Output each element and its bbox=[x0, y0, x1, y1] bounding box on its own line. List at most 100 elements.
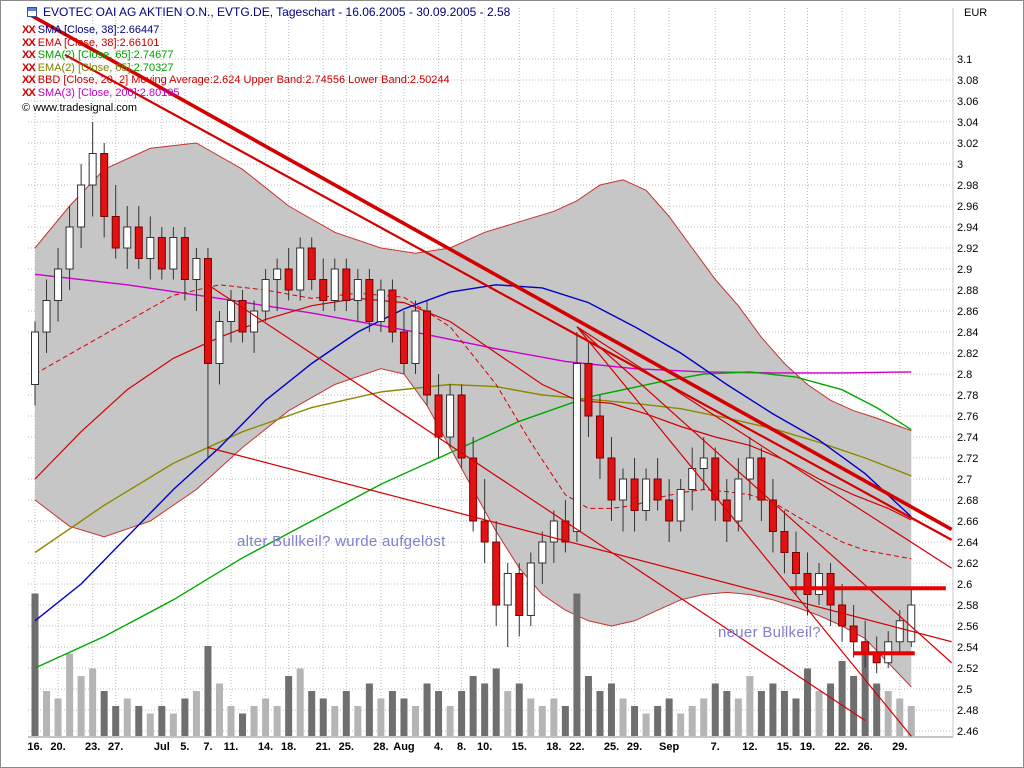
svg-text:10.: 10. bbox=[477, 741, 492, 753]
legend-value: 2.66101 bbox=[119, 36, 160, 49]
plot-area[interactable] bbox=[29, 13, 953, 737]
legend-remove-icon[interactable]: XX bbox=[22, 24, 36, 36]
svg-text:2.78: 2.78 bbox=[957, 390, 978, 402]
svg-text:2.68: 2.68 bbox=[957, 495, 978, 507]
svg-text:15.: 15. bbox=[777, 741, 792, 753]
svg-text:3.06: 3.06 bbox=[957, 96, 978, 108]
svg-text:2.72: 2.72 bbox=[957, 453, 978, 465]
trendline[interactable] bbox=[207, 446, 952, 643]
svg-text:20.: 20. bbox=[50, 741, 65, 753]
svg-text:2.84: 2.84 bbox=[957, 327, 978, 339]
svg-text:2.64: 2.64 bbox=[957, 537, 978, 549]
svg-text:2.54: 2.54 bbox=[957, 642, 978, 654]
chart-title: EVOTEC OAI AG AKTIEN O.N., EVTG.DE, Tage… bbox=[43, 5, 511, 19]
overlay-line bbox=[34, 371, 912, 669]
svg-text:2.46: 2.46 bbox=[957, 726, 978, 738]
svg-text:29.: 29. bbox=[892, 741, 907, 753]
legend-label: EMA [Close, 38]: bbox=[37, 36, 120, 49]
axis-labels: 3.1 3.08 3.06 3.04 3.02 3 2.98 2.96 2.94 2.92 2.9 2… bbox=[27, 8, 978, 753]
svg-text:27.: 27. bbox=[108, 741, 123, 753]
svg-text:2.82: 2.82 bbox=[957, 348, 978, 360]
svg-text:3.02: 3.02 bbox=[957, 138, 978, 150]
svg-text:2.62: 2.62 bbox=[957, 558, 978, 570]
svg-text:2.96: 2.96 bbox=[957, 201, 978, 213]
svg-text:2.66: 2.66 bbox=[957, 516, 978, 528]
svg-text:2.88: 2.88 bbox=[957, 285, 978, 297]
svg-text:2.7: 2.7 bbox=[957, 474, 972, 486]
overlay-line bbox=[34, 383, 912, 554]
svg-text:15.: 15. bbox=[512, 741, 527, 753]
legend-remove-icon[interactable]: XX bbox=[22, 74, 36, 86]
svg-text:2.6: 2.6 bbox=[957, 579, 972, 591]
svg-text:2.58: 2.58 bbox=[957, 600, 978, 612]
svg-text:18.: 18. bbox=[281, 741, 296, 753]
svg-text:16.: 16. bbox=[27, 741, 42, 753]
overlay-line bbox=[34, 284, 912, 622]
svg-text:3: 3 bbox=[957, 159, 963, 171]
legend-item[interactable]: XX BBD [Close, 20, 2] Moving Average:2.62… bbox=[22, 74, 450, 87]
svg-text:3.08: 3.08 bbox=[957, 75, 978, 87]
trendline[interactable] bbox=[29, 13, 953, 531]
trendline[interactable] bbox=[64, 53, 953, 541]
svg-text:2.9: 2.9 bbox=[957, 264, 972, 276]
volume-bars bbox=[31, 593, 915, 736]
svg-text:Sep: Sep bbox=[659, 741, 679, 753]
svg-text:2.92: 2.92 bbox=[957, 243, 978, 255]
svg-text:2.56: 2.56 bbox=[957, 621, 978, 633]
svg-text:26.: 26. bbox=[858, 741, 873, 753]
legend-item[interactable]: XX EMA [Close, 38]:2.66101 bbox=[22, 37, 450, 50]
legend-label: SMA(2) [Close, 65]: bbox=[37, 49, 134, 61]
legend-value: 2.80195 bbox=[139, 86, 180, 99]
svg-text:2.76: 2.76 bbox=[957, 411, 978, 423]
svg-text:21.: 21. bbox=[316, 741, 331, 753]
legend-item[interactable]: XX EMA(2) [Close, 65]:2.70327 bbox=[22, 62, 450, 75]
copyright-label: © www.tradesignal.com bbox=[22, 102, 138, 114]
svg-text:Jul: Jul bbox=[154, 741, 170, 753]
svg-text:2.8: 2.8 bbox=[957, 369, 972, 381]
trendline[interactable] bbox=[576, 326, 952, 569]
svg-text:2.98: 2.98 bbox=[957, 180, 978, 192]
trendline[interactable] bbox=[207, 284, 866, 722]
legend-label: SMA [Close, 38]: bbox=[37, 24, 120, 36]
svg-text:28.: 28. bbox=[373, 741, 388, 753]
legend-remove-icon[interactable]: XX bbox=[22, 36, 36, 49]
svg-text:12.: 12. bbox=[742, 741, 757, 753]
svg-text:19.: 19. bbox=[800, 741, 815, 753]
svg-text:3.04: 3.04 bbox=[957, 117, 978, 129]
svg-text:2.5: 2.5 bbox=[957, 684, 972, 696]
legend-label: SMA(3) [Close, 200]: bbox=[37, 86, 140, 99]
legend-item[interactable]: XX SMA(2) [Close, 65]:2.74677 bbox=[22, 49, 450, 62]
svg-text:14.: 14. bbox=[258, 741, 273, 753]
legend-item[interactable]: XX SMA(3) [Close, 200]:2.80195 bbox=[22, 87, 450, 100]
annotation-text[interactable]: neuer Bullkeil? bbox=[718, 624, 821, 641]
legend-rows: XX SMA [Close, 38]:2.66447 XX EMA [Close, 3… bbox=[22, 24, 450, 99]
svg-text:2.52: 2.52 bbox=[957, 663, 978, 675]
svg-text:11.: 11. bbox=[224, 741, 239, 753]
legend-label: EMA(2) [Close, 65]: bbox=[37, 61, 134, 74]
annotation-text[interactable]: alter Bullkeil? wurde aufgelöst bbox=[237, 533, 446, 550]
legend-value: 2.66447 bbox=[119, 24, 160, 36]
trendline[interactable] bbox=[576, 326, 912, 737]
svg-text:25.: 25. bbox=[604, 741, 619, 753]
svg-text:2.86: 2.86 bbox=[957, 306, 978, 318]
trendline[interactable] bbox=[576, 326, 953, 664]
legend-remove-icon[interactable]: XX bbox=[22, 49, 36, 61]
svg-text:Aug: Aug bbox=[393, 741, 414, 753]
svg-text:29.: 29. bbox=[627, 741, 642, 753]
svg-text:18.: 18. bbox=[546, 741, 561, 753]
legend-value: 2.74677 bbox=[133, 49, 174, 61]
overlay-line bbox=[34, 284, 912, 560]
bollinger-band-fill bbox=[35, 143, 912, 687]
svg-text:2.48: 2.48 bbox=[957, 705, 978, 717]
svg-text:22.: 22. bbox=[834, 741, 849, 753]
legend-remove-icon[interactable]: XX bbox=[22, 61, 36, 74]
svg-text:23.: 23. bbox=[85, 741, 100, 753]
currency-label: EUR bbox=[964, 7, 988, 19]
legend-remove-icon[interactable]: XX bbox=[22, 86, 36, 99]
svg-text:2.94: 2.94 bbox=[957, 222, 978, 234]
svg-text:7.: 7. bbox=[203, 741, 212, 753]
legend-item[interactable]: XX SMA [Close, 38]:2.66447 bbox=[22, 24, 450, 37]
svg-text:4.: 4. bbox=[434, 741, 443, 753]
chart-window-icon[interactable] bbox=[27, 7, 37, 17]
